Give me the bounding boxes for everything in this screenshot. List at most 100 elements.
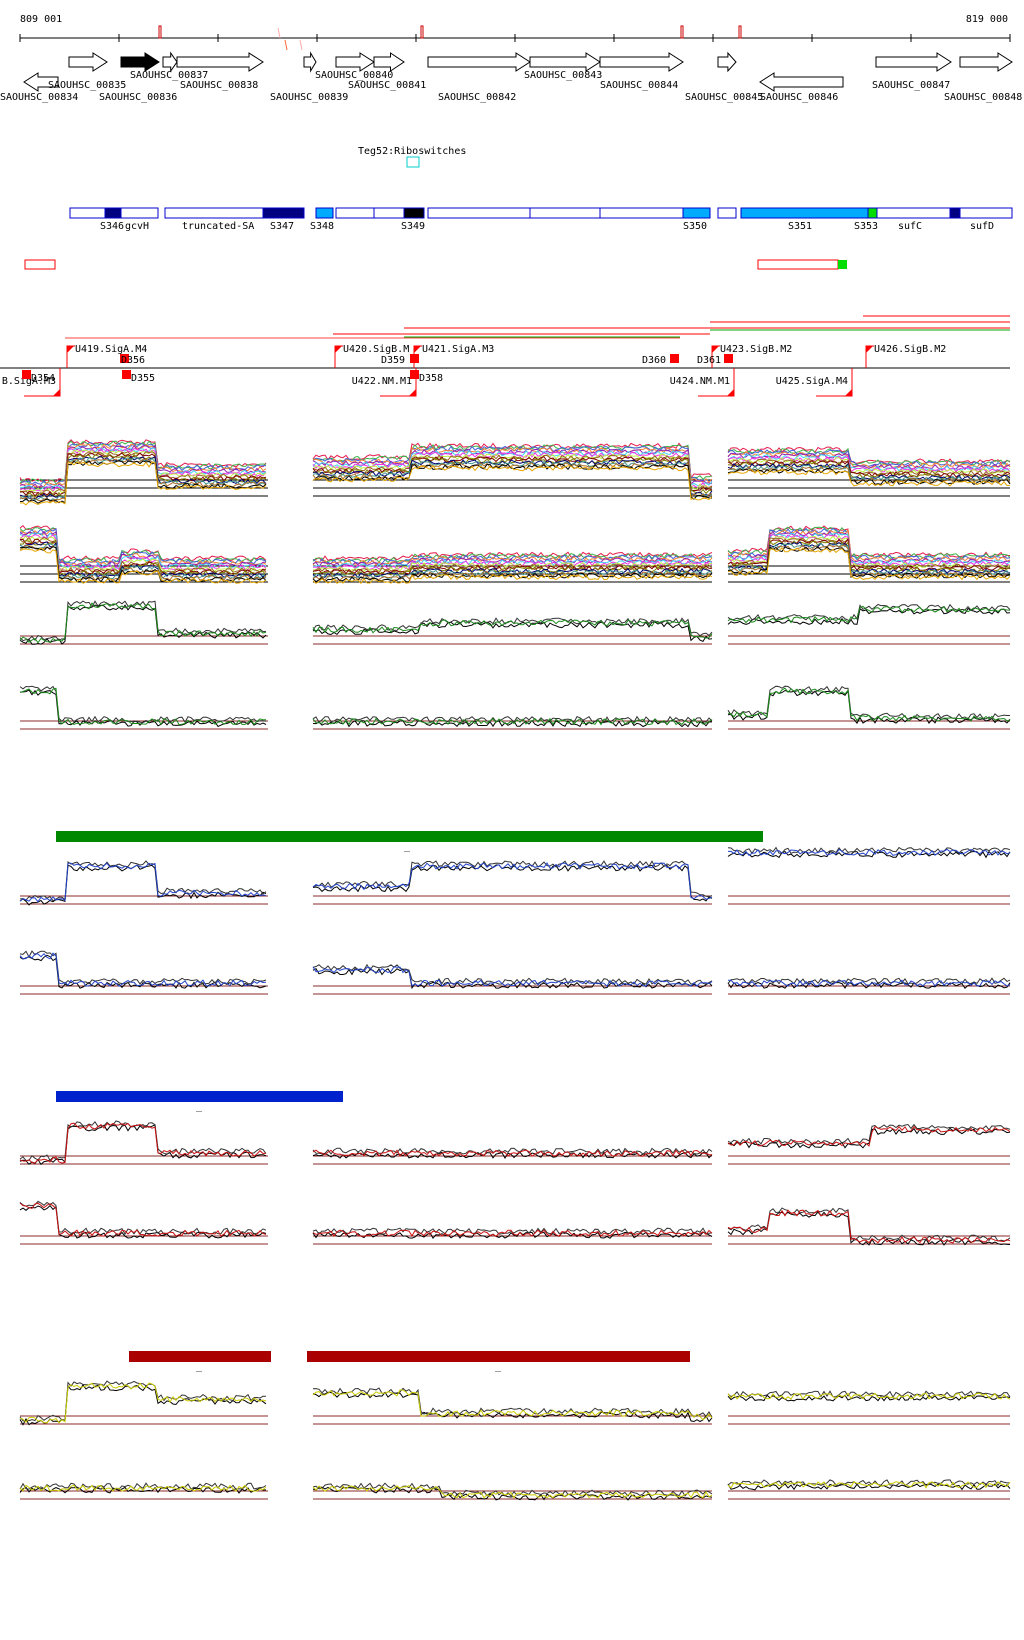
segment-block[interactable] xyxy=(120,207,159,219)
segment-block[interactable] xyxy=(427,207,531,219)
segment-block[interactable] xyxy=(262,207,305,219)
promoter-u424-nm-m1[interactable]: U424.NM.M1 xyxy=(670,368,735,397)
expression-trace xyxy=(727,1390,1011,1399)
segment-block[interactable] xyxy=(69,207,106,219)
segment-track: S346 gcvH truncated-SA S347 S348 S349 S350 S351… xyxy=(69,207,1013,232)
segment-block[interactable] xyxy=(867,207,878,219)
gene-arrow xyxy=(759,72,844,92)
multi-condition-panel xyxy=(19,525,1011,585)
segment-block[interactable] xyxy=(164,207,264,219)
segment-label-s349: S349 xyxy=(401,221,425,232)
gene-label: SAOUHSC_00843 xyxy=(524,70,602,81)
gene-saouhsc_00836[interactable]: SAOUHSC_00836 xyxy=(99,52,177,103)
promoter-u421-siga-m3[interactable]: U421.SigA.M3 xyxy=(413,344,494,368)
gene-saouhsc_00834[interactable]: SAOUHSC_00834 xyxy=(0,72,78,103)
promoter-b-siga-m3[interactable]: B.SigA.M3 xyxy=(2,368,61,397)
segment-block[interactable] xyxy=(373,207,405,219)
segment-block[interactable] xyxy=(529,207,601,219)
expression-trace xyxy=(312,551,713,562)
terminator-d359[interactable]: D359 xyxy=(381,354,419,366)
expression-trace xyxy=(312,862,713,900)
segment-block[interactable] xyxy=(682,207,711,219)
segment-block[interactable] xyxy=(104,207,122,219)
expression-trace xyxy=(19,547,267,584)
gene-saouhsc_00841[interactable]: SAOUHSC_00841 xyxy=(348,52,426,91)
condition-bar-dash: _ xyxy=(404,841,411,852)
expression-trace xyxy=(312,460,713,498)
segment-block[interactable] xyxy=(717,207,737,219)
gene-label: SAOUHSC_00838 xyxy=(180,80,258,91)
promoter-u423-sigb-m2[interactable]: U423.SigB.M2 xyxy=(711,344,792,368)
expression-trace xyxy=(727,605,1011,624)
promoter-u420-sigb-m[interactable]: U420.SigB.M xyxy=(334,344,409,368)
expression-trace xyxy=(312,1482,713,1497)
expression-trace xyxy=(312,446,713,484)
segment-block[interactable] xyxy=(959,207,1013,219)
expression-trace xyxy=(19,1200,267,1236)
expression-trace xyxy=(727,689,1011,725)
gene-label: SAOUHSC_00841 xyxy=(348,80,426,91)
segment-block[interactable] xyxy=(599,207,684,219)
condition-bar[interactable]: _ xyxy=(56,831,763,852)
promoter-label: U424.NM.M1 xyxy=(670,376,730,387)
promoter-u425-siga-m4[interactable]: U425.SigA.M4 xyxy=(776,368,853,397)
promoter-u422-nm-m1[interactable]: U422.NM.M1 xyxy=(352,368,417,397)
gene-saouhsc_00846[interactable]: SAOUHSC_00846 xyxy=(759,72,844,103)
terminator-d358[interactable]: D358 xyxy=(410,370,443,384)
gene-saouhsc_00845[interactable]: SAOUHSC_00845 xyxy=(685,51,763,103)
expression-trace xyxy=(727,467,1011,486)
gene-saouhsc_00837[interactable]: SAOUHSC_00837 xyxy=(130,51,208,81)
terminator-d356[interactable]: D356 xyxy=(120,354,145,366)
condition-bar[interactable]: _ xyxy=(307,1351,690,1372)
expression-trace xyxy=(312,715,713,724)
promoter-u419-siga-m4[interactable]: U419.SigA.M4 xyxy=(66,344,147,368)
gene-saouhsc_00848[interactable]: SAOUHSC_00848 xyxy=(944,52,1022,103)
riboswitch-feature[interactable]: Teg52:Riboswitches xyxy=(358,146,466,168)
segment-block[interactable] xyxy=(403,207,425,219)
terminator-label: D355 xyxy=(131,373,155,384)
expression-trace xyxy=(312,1147,713,1156)
terminator-d355[interactable]: D355 xyxy=(122,370,155,384)
segment-block[interactable] xyxy=(876,207,951,219)
terminator-d354[interactable]: D354 xyxy=(22,370,55,384)
gene-arrow xyxy=(959,52,1013,72)
promoter-u426-sigb-m2[interactable]: U426.SigB.M2 xyxy=(865,344,946,368)
expression-trace xyxy=(727,547,1011,581)
gene-saouhsc_00843[interactable]: SAOUHSC_00843 xyxy=(524,52,602,81)
terminator-mark xyxy=(22,370,31,379)
expression-trace xyxy=(727,607,1011,625)
multi-condition-panel xyxy=(19,439,1011,506)
gene-saouhsc_00842[interactable]: SAOUHSC_00842 xyxy=(427,52,531,103)
terminator-mark xyxy=(410,370,419,379)
terminator-d361[interactable]: D361 xyxy=(697,354,733,366)
condition-bar[interactable]: _ xyxy=(56,1091,343,1112)
gene-arrow xyxy=(373,52,405,72)
expression-trace xyxy=(312,561,713,573)
gene-saouhsc_00839[interactable]: SAOUHSC_00839 xyxy=(270,51,348,103)
coordinate-ruler: 809 001 819 000 xyxy=(19,14,1011,51)
expression-trace xyxy=(727,1125,1011,1147)
terminator-mark xyxy=(120,354,129,363)
terminator-d360[interactable]: D360 xyxy=(642,354,679,366)
promoter-label: U425.SigA.M4 xyxy=(776,376,848,387)
gene-label: SAOUHSC_00836 xyxy=(99,92,177,103)
segment-block[interactable] xyxy=(315,207,334,219)
feature-box-right xyxy=(757,259,839,270)
gene-saouhsc_00844[interactable]: SAOUHSC_00844 xyxy=(599,52,684,91)
expression-trace xyxy=(19,444,267,489)
gene-saouhsc_00835[interactable]: SAOUHSC_00835 xyxy=(48,52,126,91)
segment-block[interactable] xyxy=(740,207,869,219)
expression-trace xyxy=(727,527,1011,561)
expression-trace xyxy=(727,458,1011,477)
gene-saouhsc_00847[interactable]: SAOUHSC_00847 xyxy=(872,52,952,91)
gene-saouhsc_00840[interactable]: SAOUHSC_00840 xyxy=(315,52,393,81)
promoter-track: U419.SigA.M4 U420.SigB.M U421.SigA.M3 U423.… xyxy=(0,344,1010,397)
expression-trace xyxy=(312,567,713,579)
segment-label-sufc: sufC xyxy=(898,221,922,232)
condition-bar[interactable]: _ xyxy=(129,1351,271,1372)
segment-block[interactable] xyxy=(949,207,961,219)
gene-arrow xyxy=(176,52,264,72)
expression-trace xyxy=(727,447,1011,466)
segment-block[interactable] xyxy=(335,207,375,219)
gene-saouhsc_00838[interactable]: SAOUHSC_00838 xyxy=(176,52,264,91)
